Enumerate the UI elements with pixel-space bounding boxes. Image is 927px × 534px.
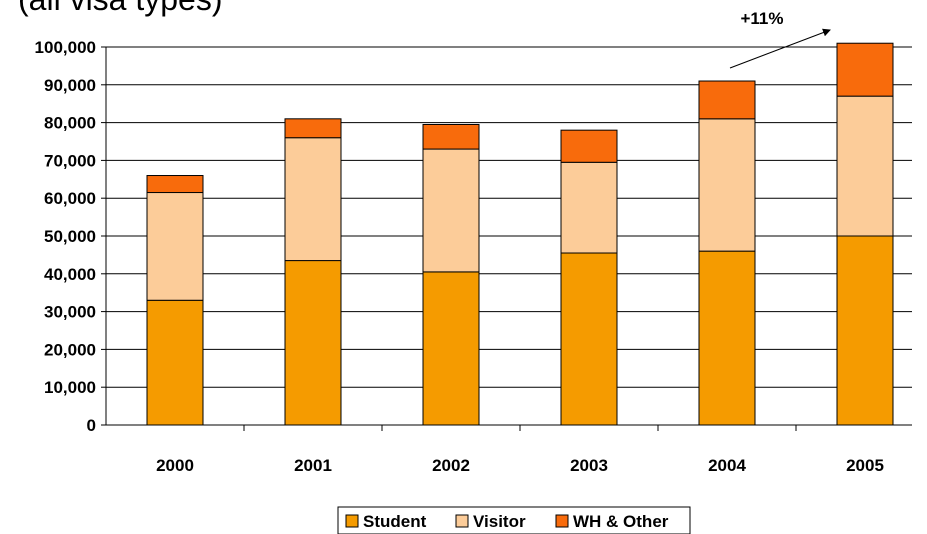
y-tick-label: 0 [87, 416, 96, 435]
bar-segment [284, 137, 342, 262]
y-tick-label: 100,000 [35, 38, 96, 57]
bar-segment [698, 250, 756, 426]
bar-segment [146, 192, 204, 301]
x-tick-label: 2003 [570, 456, 608, 475]
y-tick-label: 50,000 [44, 227, 96, 246]
bar-segment [560, 129, 618, 163]
legend-swatch [345, 514, 359, 528]
bar-segment [698, 80, 756, 120]
legend-label: WH & Other [573, 512, 669, 531]
bar-segment [146, 299, 204, 426]
bar-segment [422, 271, 480, 426]
bar-segment [698, 118, 756, 252]
bar-segment [422, 148, 480, 273]
bar-segment [422, 123, 480, 150]
legend-swatch [555, 514, 569, 528]
y-tick-label: 40,000 [44, 265, 96, 284]
y-tick-label: 70,000 [44, 151, 96, 170]
bar-segment [560, 161, 618, 254]
x-tick-label: 2004 [708, 456, 746, 475]
annotation-arrow [729, 28, 831, 69]
bar-segment [836, 42, 894, 97]
legend-label: Student [363, 512, 427, 531]
y-tick-label: 80,000 [44, 114, 96, 133]
chart-title: (all visa types) [18, 0, 223, 17]
x-tick-label: 2000 [156, 456, 194, 475]
legend-box [337, 506, 691, 534]
bar-segment [146, 175, 204, 194]
legend-label: Visitor [473, 512, 526, 531]
y-tick-label: 20,000 [44, 340, 96, 359]
bar-segment [836, 95, 894, 237]
bar-segment [836, 235, 894, 426]
y-tick-label: 60,000 [44, 189, 96, 208]
annotation: +11% [740, 9, 783, 28]
y-tick-label: 10,000 [44, 378, 96, 397]
legend-swatch [455, 514, 469, 528]
x-tick-label: 2002 [432, 456, 470, 475]
x-tick-label: 2001 [294, 456, 332, 475]
y-tick-label: 90,000 [44, 76, 96, 95]
bar-segment [284, 118, 342, 139]
bar-segment [560, 252, 618, 426]
y-tick-label: 30,000 [44, 303, 96, 322]
bar-segment [284, 260, 342, 426]
x-tick-label: 2005 [846, 456, 884, 475]
